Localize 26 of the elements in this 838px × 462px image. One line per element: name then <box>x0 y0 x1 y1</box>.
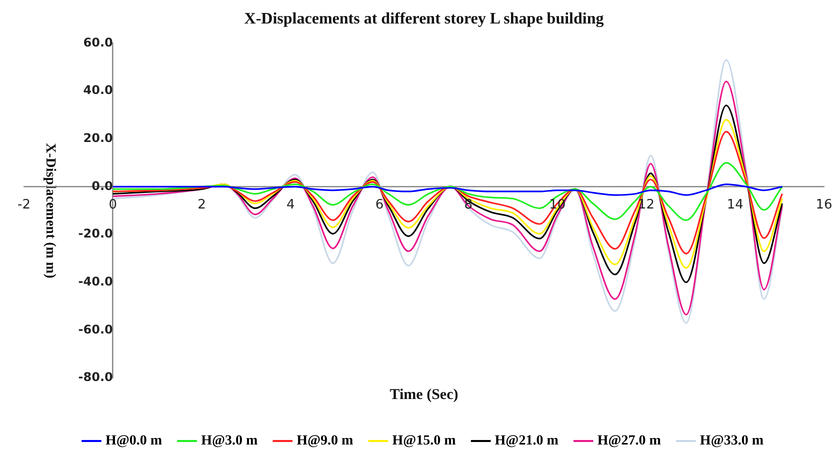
y-tick-label: -40.0 <box>78 274 113 288</box>
x-tick-label: 6 <box>375 198 384 213</box>
legend-label: H@3.0 m <box>201 434 258 449</box>
x-tick-label: -2 <box>18 198 30 213</box>
y-tick-label: -20.0 <box>78 226 113 241</box>
y-tick-label: 60.0 <box>83 35 113 50</box>
x-axis-title: Time (Sec) <box>390 386 458 403</box>
legend-label: H@21.0 m <box>494 434 559 449</box>
x-tick-label: 2 <box>198 198 206 213</box>
line-series <box>112 183 784 196</box>
legend-label: H@33.0 m <box>700 434 764 449</box>
y-tick-label: 40.0 <box>83 83 113 98</box>
legend-label: H@9.0 m <box>296 434 354 449</box>
legend-label: H@0.0 m <box>105 434 162 449</box>
y-tick-label: -60.0 <box>78 322 113 336</box>
x-tick-label: 0 <box>108 198 118 213</box>
x-tick-label: 14 <box>726 198 744 213</box>
y-tick-label: 20.0 <box>83 130 113 145</box>
y-tick-label: -80.0 <box>78 370 113 384</box>
chart-title: X-Displacements at different storey L shape building <box>244 10 604 28</box>
x-tick-label: 16 <box>816 198 832 213</box>
legend-label: H@27.0 m <box>597 434 662 449</box>
x-tick-label: 4 <box>286 198 295 213</box>
y-tick-label: 0.0 <box>92 178 113 193</box>
y-axis-title: X-Displacement (m m) <box>42 142 58 279</box>
legend-label: H@15.0 m <box>392 434 456 449</box>
